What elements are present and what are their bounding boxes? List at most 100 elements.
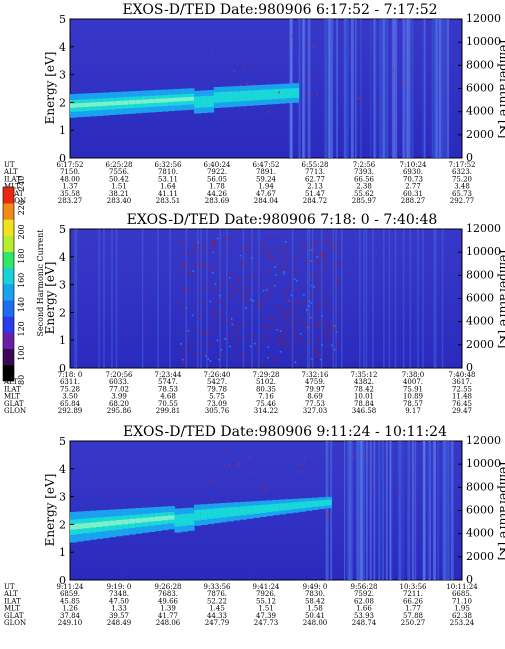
orbit-value: 6:17:52: [57, 161, 84, 169]
noise-mark: [373, 491, 376, 494]
noise-mark: [220, 314, 223, 317]
noise-mark: [240, 248, 242, 251]
y-tick-label: 4: [59, 41, 66, 54]
noise-mark: [319, 253, 322, 256]
noise-mark: [232, 323, 235, 326]
noise-mark: [215, 307, 218, 309]
noise-mark: [264, 295, 266, 297]
orbit-value: 75.91: [403, 385, 423, 393]
noise-mark: [278, 359, 280, 362]
noise-mark: [322, 322, 324, 324]
noise-mark: [316, 261, 318, 263]
noise-mark: [248, 261, 250, 263]
noise-mark: [336, 284, 339, 286]
noise-mark: [245, 247, 248, 249]
noise-mark: [239, 277, 241, 279]
orbit-value: 4382.: [354, 378, 374, 386]
noise-mark: [219, 320, 221, 322]
noise-mark: [186, 341, 189, 343]
y2-tick-label: 8000: [466, 58, 494, 71]
panel-3-y2label: Temperature [K]: [497, 460, 505, 561]
noise-mark: [286, 295, 288, 297]
streak-mark: [359, 229, 361, 368]
orbit-value: 7:2:56: [353, 161, 376, 169]
orbit-value: 72.55: [452, 385, 472, 393]
streak-mark: [324, 19, 327, 158]
noise-mark: [198, 300, 200, 303]
orbit-value: 3.99: [111, 393, 127, 401]
noise-mark: [191, 314, 194, 317]
noise-mark: [282, 337, 285, 340]
streak-mark: [320, 229, 323, 368]
noise-mark: [219, 345, 222, 348]
noise-mark: [316, 93, 318, 95]
noise-mark: [284, 335, 287, 337]
noise-mark: [327, 237, 329, 239]
noise-mark: [325, 268, 327, 270]
noise-mark: [311, 340, 313, 342]
noise-mark: [265, 489, 268, 491]
streak-mark: [311, 229, 314, 368]
noise-mark: [266, 341, 269, 343]
band-inner-mark: [279, 88, 287, 99]
noise-mark: [284, 241, 287, 243]
orbit-value: 2.38: [356, 183, 372, 191]
noise-mark: [188, 271, 190, 273]
noise-mark: [325, 294, 328, 297]
panel-2: EXOS-D/TED Date:980906 7:18: 0 - 7:40:48…: [3, 212, 505, 415]
y-tick-label: 5: [59, 223, 66, 236]
orbit-row-label: UT: [4, 583, 15, 591]
noise-mark: [358, 97, 361, 100]
noise-mark: [203, 288, 206, 291]
noise-mark: [339, 241, 341, 244]
band-inner-mark: [266, 89, 273, 100]
noise-mark: [203, 352, 205, 354]
y2-tick-label: 2000: [466, 128, 494, 141]
panel-1-ylabel: Energy [eV]: [43, 52, 57, 125]
noise-mark: [198, 316, 201, 319]
noise-mark: [206, 263, 209, 266]
streak-mark: [374, 19, 377, 158]
noise-mark: [215, 356, 217, 359]
streak-mark: [226, 229, 228, 368]
noise-mark: [203, 309, 205, 312]
noise-mark: [312, 352, 314, 355]
orbit-value: 57.88: [403, 612, 423, 620]
streak-mark: [394, 229, 397, 368]
noise-mark: [241, 300, 243, 303]
colorbar-cell: [3, 235, 14, 252]
panel-1-y-ticks: 0 1 2 3 4 5: [59, 13, 74, 165]
noise-mark: [328, 331, 331, 334]
noise-mark: [289, 284, 291, 286]
orbit-value: 305.76: [205, 407, 230, 415]
band-core-mark: [122, 519, 130, 525]
band-core-mark: [83, 523, 91, 529]
streak-mark: [330, 441, 332, 580]
noise-mark: [321, 329, 323, 332]
orbit-value: 7810.: [158, 168, 178, 176]
colorbar-label: Second Harmonic Current: [36, 229, 45, 337]
streak-mark: [344, 441, 346, 580]
orbit-value: 78.84: [354, 400, 375, 408]
band-core-mark: [96, 102, 104, 107]
noise-mark: [314, 271, 317, 274]
noise-mark: [289, 350, 292, 353]
noise-mark: [234, 332, 237, 334]
band-inner-mark: [298, 501, 306, 509]
noise-mark: [247, 278, 250, 281]
noise-mark: [299, 332, 302, 335]
streak-mark: [332, 229, 335, 368]
orbit-value: 7150.: [60, 168, 80, 176]
noise-mark: [239, 254, 242, 257]
noise-mark: [199, 329, 201, 332]
band-core-mark: [76, 523, 84, 529]
orbit-row-label: GLON: [4, 407, 26, 415]
orbit-value: 51.47: [305, 190, 325, 198]
orbit-value: 68.20: [109, 400, 129, 408]
noise-mark: [316, 288, 318, 291]
noise-mark: [198, 241, 201, 243]
orbit-value: 7393.: [354, 168, 374, 176]
band-inner-mark: [305, 501, 313, 508]
noise-mark: [311, 358, 313, 361]
noise-mark: [199, 263, 202, 266]
